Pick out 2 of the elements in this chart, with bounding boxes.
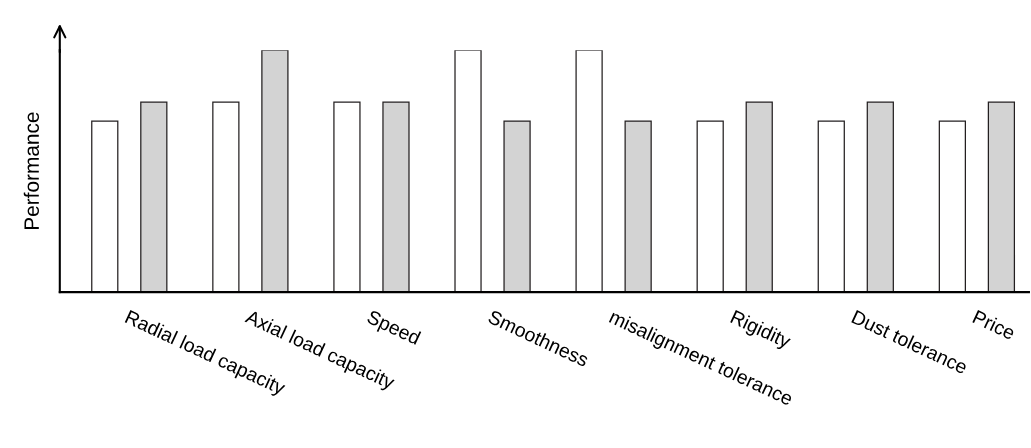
y-axis-title: Performance (23, 112, 40, 230)
x-tick-label: Price (972, 309, 1017, 341)
